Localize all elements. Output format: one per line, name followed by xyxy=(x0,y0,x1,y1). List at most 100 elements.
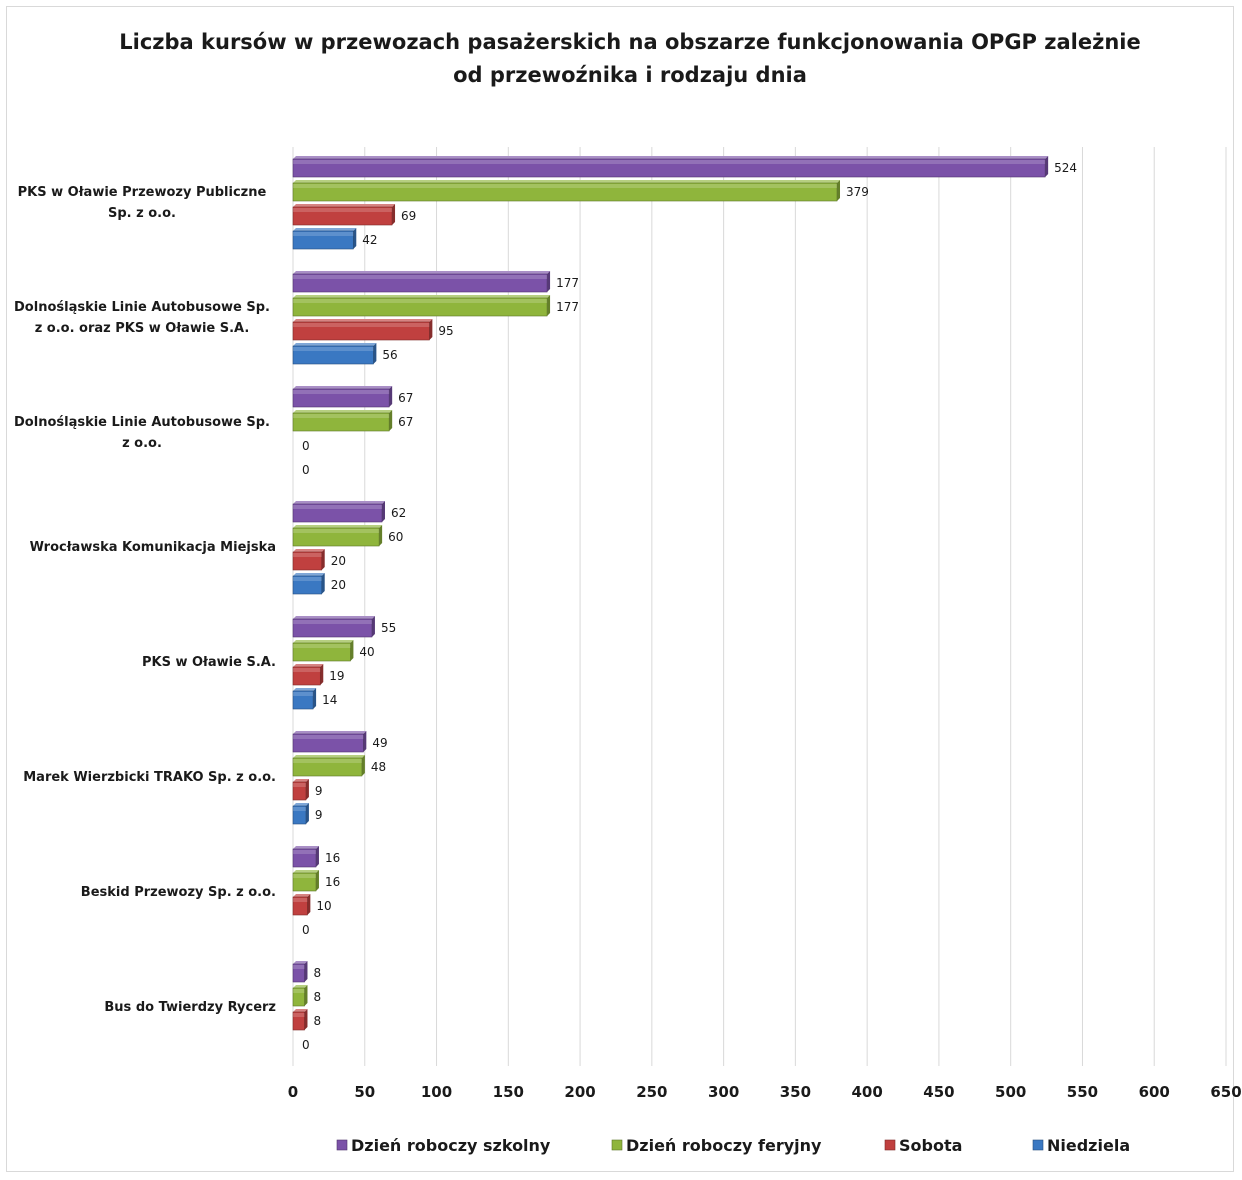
bar-sobota-2 xyxy=(292,319,433,341)
category-label-8-line-1: Bus do Twierdzy Rycerz xyxy=(104,1000,276,1015)
category-label-1-line-2: Sp. z o.o. xyxy=(108,206,176,221)
x-tick-label: 350 xyxy=(780,1083,811,1101)
bar-dzien-roboczy-szkolny-2 xyxy=(292,271,551,293)
chart-frame xyxy=(6,6,1234,1172)
bar-dzien-roboczy-feryjny-4 xyxy=(292,525,383,547)
bar-niedziela-5 xyxy=(292,688,317,710)
category-label-7-line-1: Beskid Przewozy Sp. z o.o. xyxy=(81,885,276,900)
value-label-sobota-3: 0 xyxy=(302,439,310,453)
category-labels: PKS w Oławie Przewozy Publiczne Sp. z o.o… xyxy=(14,185,276,1015)
value-label-dzien-roboczy-szkolny-6: 49 xyxy=(372,736,387,750)
value-label-dzien-roboczy-feryjny-7: 16 xyxy=(325,875,340,889)
x-tick-label: 400 xyxy=(851,1083,882,1101)
bar-dzien-roboczy-szkolny-8 xyxy=(292,961,308,983)
bar-sobota-5 xyxy=(292,664,324,686)
legend-label-niedziela: Niedziela xyxy=(1047,1136,1130,1155)
bar-dzien-roboczy-feryjny-7 xyxy=(292,870,319,892)
value-label-niedziela-3: 0 xyxy=(302,463,310,477)
bar-sobota-8 xyxy=(292,1009,308,1031)
legend-label-dzien-roboczy-feryjny: Dzień roboczy feryjny xyxy=(626,1136,822,1155)
x-tick-label: 550 xyxy=(1067,1083,1098,1101)
bar-dzien-roboczy-szkolny-1 xyxy=(292,156,1049,178)
value-label-dzien-roboczy-szkolny-1: 524 xyxy=(1054,161,1077,175)
chart-title: Liczba kursów w przewozach pasażerskich … xyxy=(60,26,1200,92)
value-label-niedziela-2: 56 xyxy=(382,348,397,362)
category-label-1-line-1: PKS w Oławie Przewozy Publiczne xyxy=(18,185,267,200)
legend: Dzień roboczy szkolny Dzień roboczy feryj… xyxy=(336,1136,1130,1155)
bars xyxy=(292,156,1049,1031)
bar-dzien-roboczy-feryjny-6 xyxy=(292,755,365,777)
legend-swatch-sobota xyxy=(884,1139,896,1151)
bar-dzien-roboczy-feryjny-5 xyxy=(292,640,354,662)
bar-dzien-roboczy-szkolny-5 xyxy=(292,616,375,638)
value-label-sobota-6: 9 xyxy=(315,784,323,798)
bar-niedziela-1 xyxy=(292,228,357,250)
category-label-5-line-1: PKS w Oławie S.A. xyxy=(142,655,276,670)
category-label-4-line-1: Wrocławska Komunikacja Miejska xyxy=(30,540,276,555)
x-tick-label: 250 xyxy=(636,1083,667,1101)
value-label-niedziela-1: 42 xyxy=(362,233,377,247)
value-label-sobota-1: 69 xyxy=(401,209,416,223)
data-labels: 524 379 69 42 177 177 95 56 67 67 0 0 62 60 20 20 55 40 19… xyxy=(302,161,1077,1052)
value-label-niedziela-5: 14 xyxy=(322,693,337,707)
category-label-2-line-2: z o.o. oraz PKS w Oławie S.A. xyxy=(35,321,250,336)
bar-niedziela-6 xyxy=(292,803,309,825)
legend-label-dzien-roboczy-szkolny: Dzień roboczy szkolny xyxy=(351,1136,551,1155)
value-label-dzien-roboczy-feryjny-6: 48 xyxy=(371,760,386,774)
bar-dzien-roboczy-feryjny-2 xyxy=(292,295,551,317)
bar-dzien-roboczy-szkolny-7 xyxy=(292,846,319,868)
value-label-dzien-roboczy-szkolny-7: 16 xyxy=(325,851,340,865)
bar-niedziela-2 xyxy=(292,343,377,365)
bar-niedziela-4 xyxy=(292,573,325,595)
legend-swatch-dzien-roboczy-feryjny xyxy=(611,1139,623,1151)
category-label-6-line-1: Marek Wierzbicki TRAKO Sp. z o.o. xyxy=(23,770,276,785)
bar-dzien-roboczy-feryjny-8 xyxy=(292,985,308,1007)
x-tick-label: 150 xyxy=(493,1083,524,1101)
value-label-dzien-roboczy-szkolny-8: 8 xyxy=(313,966,321,980)
x-tick-label: 200 xyxy=(564,1083,595,1101)
value-label-niedziela-6: 9 xyxy=(315,808,323,822)
chart-title-line-1: Liczba kursów w przewozach pasażerskich … xyxy=(119,30,1141,54)
x-tick-label: 100 xyxy=(421,1083,452,1101)
bar-sobota-4 xyxy=(292,549,325,571)
value-label-niedziela-4: 20 xyxy=(331,578,346,592)
bar-sobota-1 xyxy=(292,204,396,226)
bar-dzien-roboczy-feryjny-1 xyxy=(292,180,841,202)
value-label-dzien-roboczy-feryjny-2: 177 xyxy=(556,300,579,314)
value-label-sobota-8: 8 xyxy=(313,1014,321,1028)
value-label-dzien-roboczy-feryjny-3: 67 xyxy=(398,415,413,429)
x-tick-label: 450 xyxy=(923,1083,954,1101)
bar-dzien-roboczy-szkolny-4 xyxy=(292,501,385,523)
grid-lines xyxy=(292,147,1227,1066)
x-axis-ticks: 0 50 100 150 200 250 300 350 400 450 500 550 600 650 xyxy=(288,1083,1242,1101)
value-label-dzien-roboczy-feryjny-5: 40 xyxy=(359,645,374,659)
bar-sobota-6 xyxy=(292,779,309,801)
bar-dzien-roboczy-szkolny-6 xyxy=(292,731,367,753)
value-label-dzien-roboczy-szkolny-5: 55 xyxy=(381,621,396,635)
x-tick-label: 650 xyxy=(1210,1083,1241,1101)
value-label-dzien-roboczy-szkolny-2: 177 xyxy=(556,276,579,290)
value-label-niedziela-8: 0 xyxy=(302,1038,310,1052)
value-label-dzien-roboczy-feryjny-4: 60 xyxy=(388,530,403,544)
value-label-sobota-4: 20 xyxy=(331,554,346,568)
legend-label-sobota: Sobota xyxy=(899,1136,962,1155)
x-tick-label: 50 xyxy=(354,1083,375,1101)
value-label-sobota-2: 95 xyxy=(438,324,453,338)
legend-swatch-niedziela xyxy=(1032,1139,1044,1151)
value-label-sobota-5: 19 xyxy=(329,669,344,683)
value-label-dzien-roboczy-feryjny-1: 379 xyxy=(846,185,869,199)
category-label-2-line-1: Dolnośląskie Linie Autobusowe Sp. xyxy=(14,300,270,315)
value-label-dzien-roboczy-szkolny-3: 67 xyxy=(398,391,413,405)
category-label-3-line-1: Dolnośląskie Linie Autobusowe Sp. xyxy=(14,415,270,430)
value-label-sobota-7: 10 xyxy=(316,899,331,913)
category-label-3-line-2: z o.o. xyxy=(122,436,162,451)
chart-title-line-2: od przewoźnika i rodzaju dnia xyxy=(453,63,807,87)
bar-sobota-7 xyxy=(292,894,311,916)
x-tick-label: 0 xyxy=(288,1083,298,1101)
value-label-dzien-roboczy-feryjny-8: 8 xyxy=(313,990,321,1004)
bar-dzien-roboczy-szkolny-3 xyxy=(292,386,393,408)
value-label-niedziela-7: 0 xyxy=(302,923,310,937)
value-label-dzien-roboczy-szkolny-4: 62 xyxy=(391,506,406,520)
